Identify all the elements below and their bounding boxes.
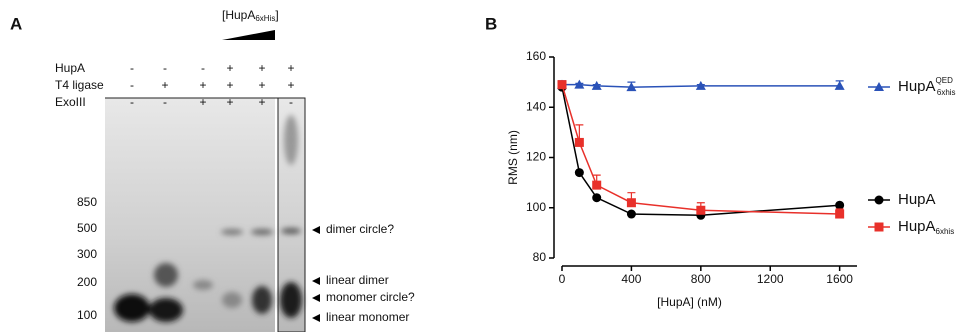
- row-label: HupA: [55, 61, 85, 75]
- wedge-label: [HupA6xHis]: [222, 8, 279, 23]
- legend-entry: HupAQED 6xhis: [898, 76, 956, 97]
- sign: +: [258, 95, 265, 109]
- point: [696, 206, 705, 215]
- row-label: ExoIII: [55, 95, 86, 109]
- point: [592, 193, 601, 202]
- sign: +: [258, 78, 265, 92]
- figure: A [HupA6xHis] HupA - - - + + + T4 ligase - + + + + + E…: [0, 0, 977, 332]
- sign: +: [199, 78, 206, 92]
- legend-sup: QED: [936, 76, 954, 85]
- y-tick-label: 120: [526, 150, 546, 164]
- wedge-text: [HupA: [222, 8, 255, 22]
- row-label: T4 ligase: [55, 78, 104, 92]
- wedge-sub: 6xHis: [255, 14, 275, 23]
- legend-marker: [875, 196, 884, 205]
- x-axis-label: [HupA] (nM): [657, 295, 722, 309]
- x-tick-label: 1200: [757, 272, 784, 286]
- sign: -: [130, 61, 134, 75]
- point: [592, 181, 601, 190]
- sign: +: [226, 61, 233, 75]
- size-marker: 100: [77, 308, 97, 322]
- legend-entry: HupA: [898, 191, 936, 208]
- legend-sub: 6xhis: [937, 88, 956, 97]
- sign: -: [130, 95, 134, 109]
- y-tick-label: 100: [526, 200, 546, 214]
- point: [835, 210, 844, 219]
- arrowhead: [312, 314, 320, 322]
- sign: +: [258, 61, 265, 75]
- point: [627, 198, 636, 207]
- gradient-wedge: [222, 30, 275, 40]
- legend-name: HupA: [898, 191, 936, 208]
- page: A [HupA6xHis] HupA - - - + + + T4 ligase - + + + + + E…: [0, 0, 977, 332]
- point: [627, 210, 636, 219]
- y-tick-label: 160: [526, 49, 546, 63]
- y-tick-label: 140: [526, 99, 546, 113]
- size-marker: 300: [77, 247, 97, 261]
- arrowhead: [312, 226, 320, 234]
- point: [835, 201, 844, 210]
- x-tick-label: 0: [559, 272, 566, 286]
- size-marker: 850: [77, 195, 97, 209]
- x-tick-label: 1600: [826, 272, 853, 286]
- sign: -: [289, 95, 293, 109]
- band-annotation: monomer circle?: [326, 290, 415, 304]
- band-annotation: linear dimer: [326, 273, 389, 287]
- sign: +: [226, 95, 233, 109]
- point: [575, 168, 584, 177]
- x-tick-label: 800: [691, 272, 711, 286]
- size-marker: 500: [77, 221, 97, 235]
- sign: +: [199, 95, 206, 109]
- y-axis-label: RMS (nm): [506, 130, 520, 185]
- legend-name: HupA: [898, 218, 936, 235]
- sign: -: [201, 61, 205, 75]
- series-line: [562, 85, 840, 214]
- panel-label: B: [485, 14, 497, 33]
- sign: +: [287, 78, 294, 92]
- wedge-close: ]: [275, 8, 278, 22]
- y-tick-label: 80: [533, 250, 547, 264]
- band-annotation: dimer circle?: [326, 222, 394, 236]
- sign: +: [287, 61, 294, 75]
- x-tick-label: 400: [621, 272, 641, 286]
- band-annotation: linear monomer: [326, 310, 409, 324]
- series-line: [562, 87, 840, 215]
- arrowhead: [312, 277, 320, 285]
- arrowhead: [312, 294, 320, 302]
- sign: -: [163, 95, 167, 109]
- sign: -: [130, 78, 134, 92]
- size-marker: 200: [77, 275, 97, 289]
- legend-entry: HupA6xhis: [898, 218, 954, 236]
- point: [558, 80, 567, 89]
- legend-sub: 6xhis: [936, 227, 955, 236]
- point: [575, 138, 584, 147]
- panel-label: A: [10, 14, 22, 33]
- legend-name: HupA: [898, 78, 936, 95]
- sign: +: [226, 78, 233, 92]
- legend-marker: [875, 223, 884, 232]
- sign: +: [161, 78, 168, 92]
- sign: -: [163, 61, 167, 75]
